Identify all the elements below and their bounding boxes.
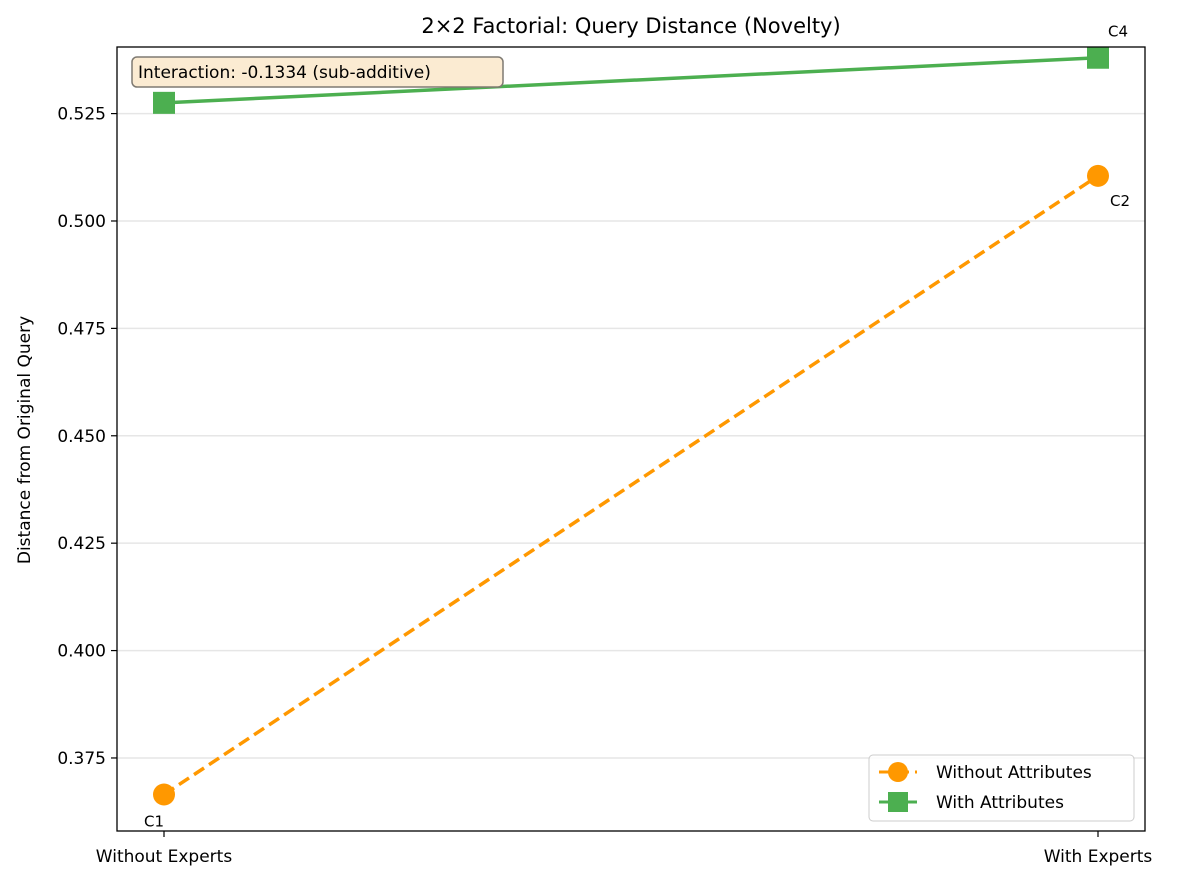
grid-layer: [117, 112, 1145, 759]
legend-label-with-attributes: With Attributes: [936, 793, 1064, 813]
annotation-box-background: [131, 56, 504, 88]
legend-entry-with-attributes: With Attributes: [879, 792, 1064, 813]
data-point-square: [153, 91, 175, 114]
x-tick-label: Without Experts: [96, 847, 233, 867]
y-tick-label: 0.425: [57, 534, 106, 554]
axes-layer: 0.375 0.400 0.425 0.450 0.475 0.500 0.525 Witho…: [57, 46, 1153, 867]
legend-label-without-attributes: Without Attributes: [936, 763, 1092, 783]
plot-frame: [116, 46, 1146, 832]
point-label: C1: [144, 812, 164, 830]
series-line-without-attributes: [163, 174, 1099, 796]
legend: Without Attributes With Attributes: [868, 754, 1135, 822]
y-tick-label: 0.450: [57, 427, 106, 447]
y-tick-label: 0.475: [57, 319, 106, 339]
legend-entry-without-attributes: Without Attributes: [879, 762, 1092, 783]
interaction-annotation: Interaction: -0.1334 (sub-additive): [131, 56, 504, 88]
y-axis-label: Distance from Original Query: [15, 316, 35, 564]
point-label: C2: [1110, 192, 1130, 210]
data-point-square: [1087, 46, 1109, 69]
x-tick-label: With Experts: [1044, 847, 1153, 867]
chart-title: 2×2 Factorial: Query Distance (Novelty): [421, 14, 840, 38]
legend-frame: [868, 754, 1135, 822]
series-line-with-attributes: [163, 55, 1099, 105]
legend-marker-circle: [888, 762, 908, 782]
data-point-circle: [1087, 164, 1109, 187]
legend-marker-square: [888, 792, 908, 812]
y-tick-label: 0.375: [57, 749, 106, 769]
series-layer: [153, 46, 1109, 806]
labels-layer: C1C2C3C4: [132, 23, 1130, 831]
y-tick-label: 0.525: [57, 105, 106, 125]
y-tick-label: 0.400: [57, 642, 106, 662]
data-point-circle: [153, 783, 175, 806]
annotation-text: Interaction: -0.1334 (sub-additive): [138, 63, 431, 83]
point-label: C4: [1108, 23, 1128, 41]
y-tick-label: 0.500: [57, 212, 106, 232]
